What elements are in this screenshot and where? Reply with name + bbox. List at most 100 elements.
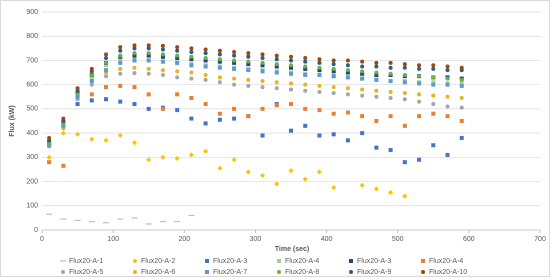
data-point [160,47,165,52]
legend-label: Flux20-A-10 [429,269,467,276]
data-point [459,135,464,140]
data-point [217,75,222,80]
data-point [388,71,393,76]
data-point [88,220,95,223]
data-point [46,154,52,160]
data-point [289,54,293,59]
data-point [246,83,251,88]
data-point [118,53,123,58]
data-point [175,60,180,65]
data-point [402,91,407,96]
data-point [60,218,67,220]
y-tick-label: 300 [26,154,38,161]
data-point [459,77,464,82]
data-point [160,54,165,59]
data-point [317,108,322,113]
data-point [61,163,66,168]
y-tick-label: 800 [26,33,38,40]
data-point [47,135,52,140]
data-point [89,136,95,142]
data-point [303,82,308,87]
data-point [388,60,393,65]
data-point [345,75,350,80]
data-point [232,60,237,65]
data-point [289,58,293,63]
data-point [74,219,81,221]
data-point [317,72,322,77]
data-point [132,102,137,107]
data-point [445,64,450,69]
data-point [46,213,53,215]
data-point [445,68,450,73]
legend-label: Flux20-A-1 [69,258,103,265]
data-point [388,148,393,153]
data-point [388,189,394,195]
data-point [118,58,123,63]
data-point [175,75,180,80]
data-point [374,60,379,65]
data-point [203,56,208,61]
data-point [75,102,80,107]
data-point [175,92,180,97]
data-point [303,66,308,71]
data-point [274,181,280,187]
data-point [118,66,123,71]
data-point [160,154,166,160]
legend-marker [61,270,65,274]
data-point [60,130,66,136]
data-point [402,123,407,128]
data-point [203,47,208,52]
data-point [160,72,165,77]
data-point [118,48,123,53]
data-point [431,82,436,87]
data-point [374,88,379,93]
data-point [345,86,350,91]
y-tick-label: 0 [34,227,38,234]
data-point [260,133,265,138]
data-point [345,138,350,143]
data-point [431,63,436,68]
data-point [175,69,180,74]
data-point [303,88,308,93]
data-point [146,157,152,163]
data-point [288,168,294,174]
data-point [61,123,66,128]
data-point [189,57,194,62]
data-point [374,64,379,69]
data-point [303,123,308,128]
data-point [260,52,265,57]
data-point [203,121,208,126]
data-point [104,56,109,61]
y-tick-label: 500 [26,106,38,113]
legend-label: Flux20-A-8 [285,269,319,276]
data-point [75,86,80,91]
data-point [217,165,223,171]
data-point [146,66,151,71]
data-point [459,119,464,123]
data-point [445,104,450,109]
data-point [75,92,80,97]
data-point [431,93,436,98]
data-point [274,53,279,58]
data-point [75,131,81,137]
data-point [374,119,379,123]
data-point [289,128,293,133]
x-tick-label: 500 [392,236,404,243]
data-point [188,214,195,217]
data-point [431,66,436,71]
legend-label: Flux20-A-6 [141,269,175,276]
data-point [417,99,422,104]
data-point [317,133,322,138]
data-point [260,56,265,61]
y-tick-label: 100 [26,203,38,210]
data-point [175,53,180,58]
data-point [289,63,293,68]
data-point [104,63,109,68]
data-point [445,94,450,99]
data-point [232,116,237,121]
data-point [188,152,194,158]
data-point [160,106,165,111]
data-point [431,75,436,80]
data-point [317,68,322,73]
